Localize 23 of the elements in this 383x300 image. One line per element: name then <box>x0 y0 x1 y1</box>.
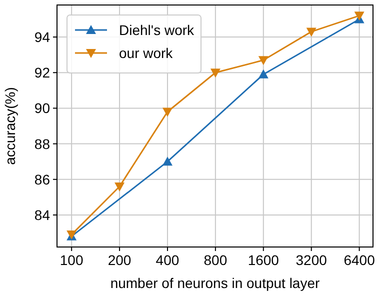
x-tick-label: 800 <box>204 252 228 268</box>
y-axis-title: accuracy(%) <box>2 87 18 165</box>
y-tick-label: 90 <box>34 100 50 116</box>
y-tick-label: 92 <box>34 64 50 81</box>
x-tick-label: 6400 <box>344 252 376 268</box>
point <box>114 182 125 192</box>
legend-label: Diehl's work <box>119 22 196 38</box>
x-tick-label: 3200 <box>296 252 328 268</box>
y-tick-label: 94 <box>34 29 50 46</box>
x-tick-label: 1600 <box>248 252 280 268</box>
point <box>258 56 268 66</box>
legend-label: our work <box>119 45 174 61</box>
point <box>210 68 220 78</box>
x-tick-label: 200 <box>108 252 132 268</box>
x-tick-label: 100 <box>60 252 84 268</box>
point <box>162 108 172 117</box>
x-tick-label: 400 <box>156 252 180 268</box>
y-tick-label: 86 <box>34 171 50 188</box>
y-tick-label: 84 <box>34 206 50 223</box>
y-tick-label: 88 <box>34 136 50 152</box>
point <box>354 12 364 21</box>
point <box>306 28 316 37</box>
x-axis-title: number of neurons in output layer <box>110 275 320 291</box>
